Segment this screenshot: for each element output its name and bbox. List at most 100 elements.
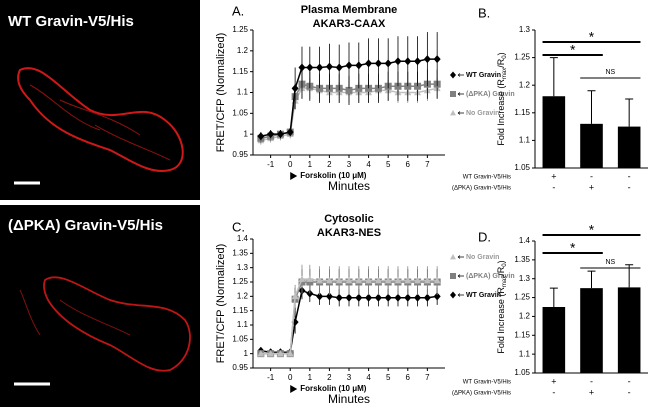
condition-mark: - [590,171,593,181]
marker [316,277,324,284]
marker [345,293,353,302]
marker [355,61,363,70]
y-tick-label: 1.05 [514,163,530,172]
marker [276,130,284,139]
x-tick-label: 2 [327,160,332,169]
y-axis-label-part: ) [496,52,506,55]
marker [433,55,441,64]
legend-label: No Gravin [466,110,499,117]
significance-label: * [589,29,595,45]
y-tick-label: 1.1 [237,88,249,97]
marker [404,277,412,284]
significance-label: NS [605,259,615,266]
condition-mark: + [589,182,594,192]
significance-label: * [570,42,576,58]
cell-detail [19,289,131,336]
marker [335,63,343,72]
marker [414,293,422,302]
y-axis-label-part: max [502,68,508,79]
x-tick-label: 4 [366,160,371,169]
panel-label: A. [232,3,244,18]
cell-detail [29,84,171,161]
error-bar [625,98,634,127]
y-tick-label: 1.2 [237,46,249,55]
y-tick-label: 1.35 [514,255,530,264]
y-tick-label: 1.4 [237,234,249,243]
y-tick-label: 1.1 [519,349,531,358]
y-tick-label: 1.2 [519,80,531,89]
error-bar [625,264,634,288]
legend-marker [450,254,456,260]
condition-mark: - [628,182,631,192]
marker [306,63,314,72]
x-tick-label: 5 [386,160,391,169]
marker [433,292,441,301]
bar [617,126,641,168]
y-tick-label: 1.25 [514,53,530,62]
y-tick-label: 1.2 [519,312,531,321]
chart-title: AKAR3-NES [317,227,381,239]
marker [298,275,306,282]
error-bar [549,287,558,307]
error-bar [587,90,596,124]
marker [267,130,275,139]
marker [286,350,294,357]
chart-title: Plasma Membrane [301,4,398,16]
y-axis-label: Fold Increase (Rmax/R0) [496,52,507,145]
marker [384,59,392,68]
legend-arrow [457,293,464,297]
y-tick-label: 1.3 [237,263,249,272]
marker [345,86,353,94]
y-tick-label: 1.05 [232,108,248,117]
x-tick-label: 1 [308,160,313,169]
marker [257,350,265,357]
y-tick-label: 0.95 [232,150,248,159]
x-tick-label: 3 [347,373,352,382]
condition-mark: - [628,376,631,386]
y-tick-label: 1.1 [519,136,531,145]
condition-mark: - [628,171,631,181]
marker [365,293,373,302]
marker [394,57,402,66]
marker [345,277,353,284]
marker [394,293,402,302]
micrograph [0,0,200,200]
significance-label: * [570,240,576,256]
marker [335,293,343,302]
marker [291,84,299,93]
x-tick-label: 0 [288,373,293,382]
legend-arrow [457,255,464,259]
y-tick-label: 1.3 [519,274,531,283]
significance-label: * [589,222,595,238]
y-tick-label: 1.35 [232,248,248,257]
cell-outline [43,276,191,372]
panel-label: D. [478,229,491,244]
chart-title: Cytosolic [324,213,374,225]
marker [384,277,392,284]
marker [306,275,314,282]
y-tick-label: 1.15 [232,306,248,315]
x-tick-label: 7 [425,373,430,382]
marker [355,293,363,302]
marker [267,350,275,357]
legend-label: WT Gravin [466,292,501,299]
bar [542,307,566,373]
x-tick-label: 4 [366,373,371,382]
chart-title: AKAR3-CAAX [313,18,386,30]
y-tick-label: 1.05 [514,368,530,377]
marker [257,132,265,141]
marker [423,277,431,284]
x-axis-label: Minutes [328,179,370,193]
bar [580,123,603,168]
y-tick-label: 1.2 [237,291,249,300]
annotation-arrow [290,172,298,180]
cell-outline [17,67,184,172]
marker [345,61,353,70]
y-axis-label: Fold Increase (Rmax/R0) [496,260,507,353]
y-axis-label: FRET/CFP (Normalized) [215,33,227,153]
x-tick-label: 5 [386,373,391,382]
panel-label: B. [478,5,490,20]
y-axis-label-part: Fold Increase (R [496,287,506,354]
marker [365,277,373,284]
